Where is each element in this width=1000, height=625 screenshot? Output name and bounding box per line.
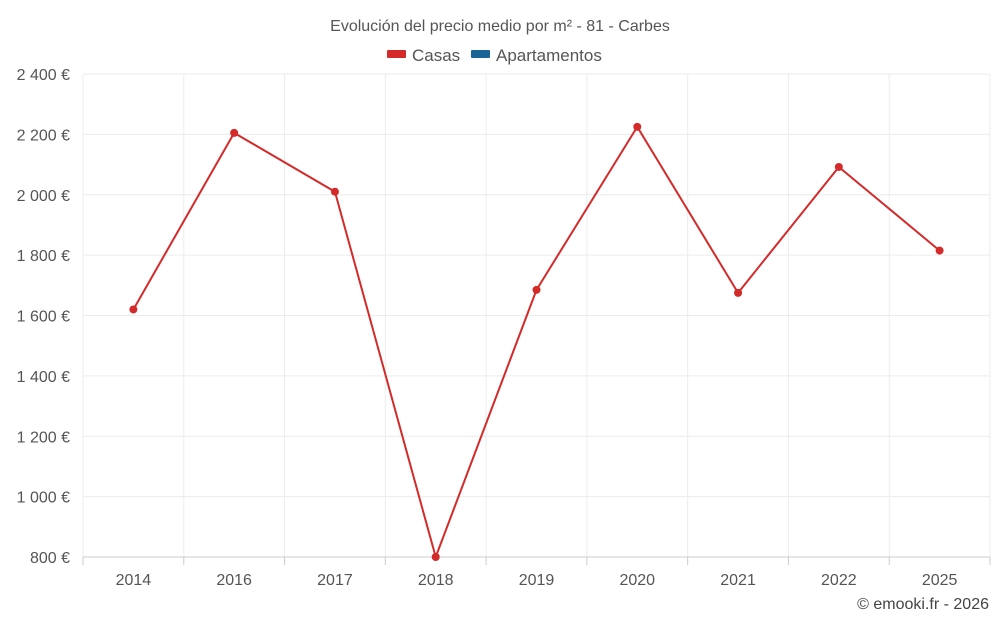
- x-tick-label: 2018: [418, 572, 454, 589]
- legend-item-apartamentos[interactable]: Apartamentos: [471, 46, 602, 65]
- grid: [82, 73, 991, 557]
- x-tick-label: 2019: [519, 572, 555, 589]
- data-point: [734, 288, 743, 297]
- data-point: [532, 285, 541, 294]
- x-tick-label: 2016: [216, 572, 252, 589]
- legend-item-casas[interactable]: Casas: [387, 46, 460, 65]
- legend-swatch-apartamentos: [471, 50, 490, 58]
- x-tick-label: 2025: [922, 572, 958, 589]
- legend: Casas Apartamentos: [387, 46, 602, 65]
- series-line-casas: [132, 125, 941, 558]
- x-tick-label: 2014: [116, 572, 152, 589]
- data-point: [129, 305, 138, 314]
- legend-label-apartamentos: Apartamentos: [496, 46, 602, 65]
- y-tick-label: 800 €: [30, 550, 70, 567]
- data-point: [230, 128, 239, 137]
- y-tick-label: 2 400 €: [17, 67, 70, 84]
- data-point: [935, 246, 944, 255]
- y-tick-label: 1 200 €: [17, 429, 70, 446]
- y-tick-label: 1 000 €: [17, 490, 70, 507]
- y-tick-label: 1 400 €: [17, 369, 70, 386]
- legend-label-casas: Casas: [412, 46, 460, 65]
- x-tick-label: 2020: [619, 572, 655, 589]
- data-point: [330, 187, 339, 196]
- legend-swatch-casas: [387, 50, 406, 58]
- data-point: [633, 122, 642, 131]
- data-point: [431, 553, 440, 561]
- series-casas: [129, 122, 944, 561]
- axes: 800 € 1 000 € 1 200 € 1 400 € 1 600 € 1 800 €…: [17, 67, 991, 589]
- data-point: [834, 162, 843, 171]
- y-tick-label: 2 000 €: [17, 188, 70, 205]
- x-tick-label: 2021: [720, 572, 756, 589]
- y-tick-label: 1 600 €: [17, 309, 70, 326]
- chart-title: Evolución del precio medio por m² - 81 -…: [330, 18, 670, 35]
- y-tick-label: 1 800 €: [17, 248, 70, 265]
- y-tick-label: 2 200 €: [17, 127, 70, 144]
- x-tick-label: 2017: [317, 572, 353, 589]
- x-tick-label: 2022: [821, 572, 857, 589]
- credit-text: © emooki.fr - 2026: [857, 596, 989, 613]
